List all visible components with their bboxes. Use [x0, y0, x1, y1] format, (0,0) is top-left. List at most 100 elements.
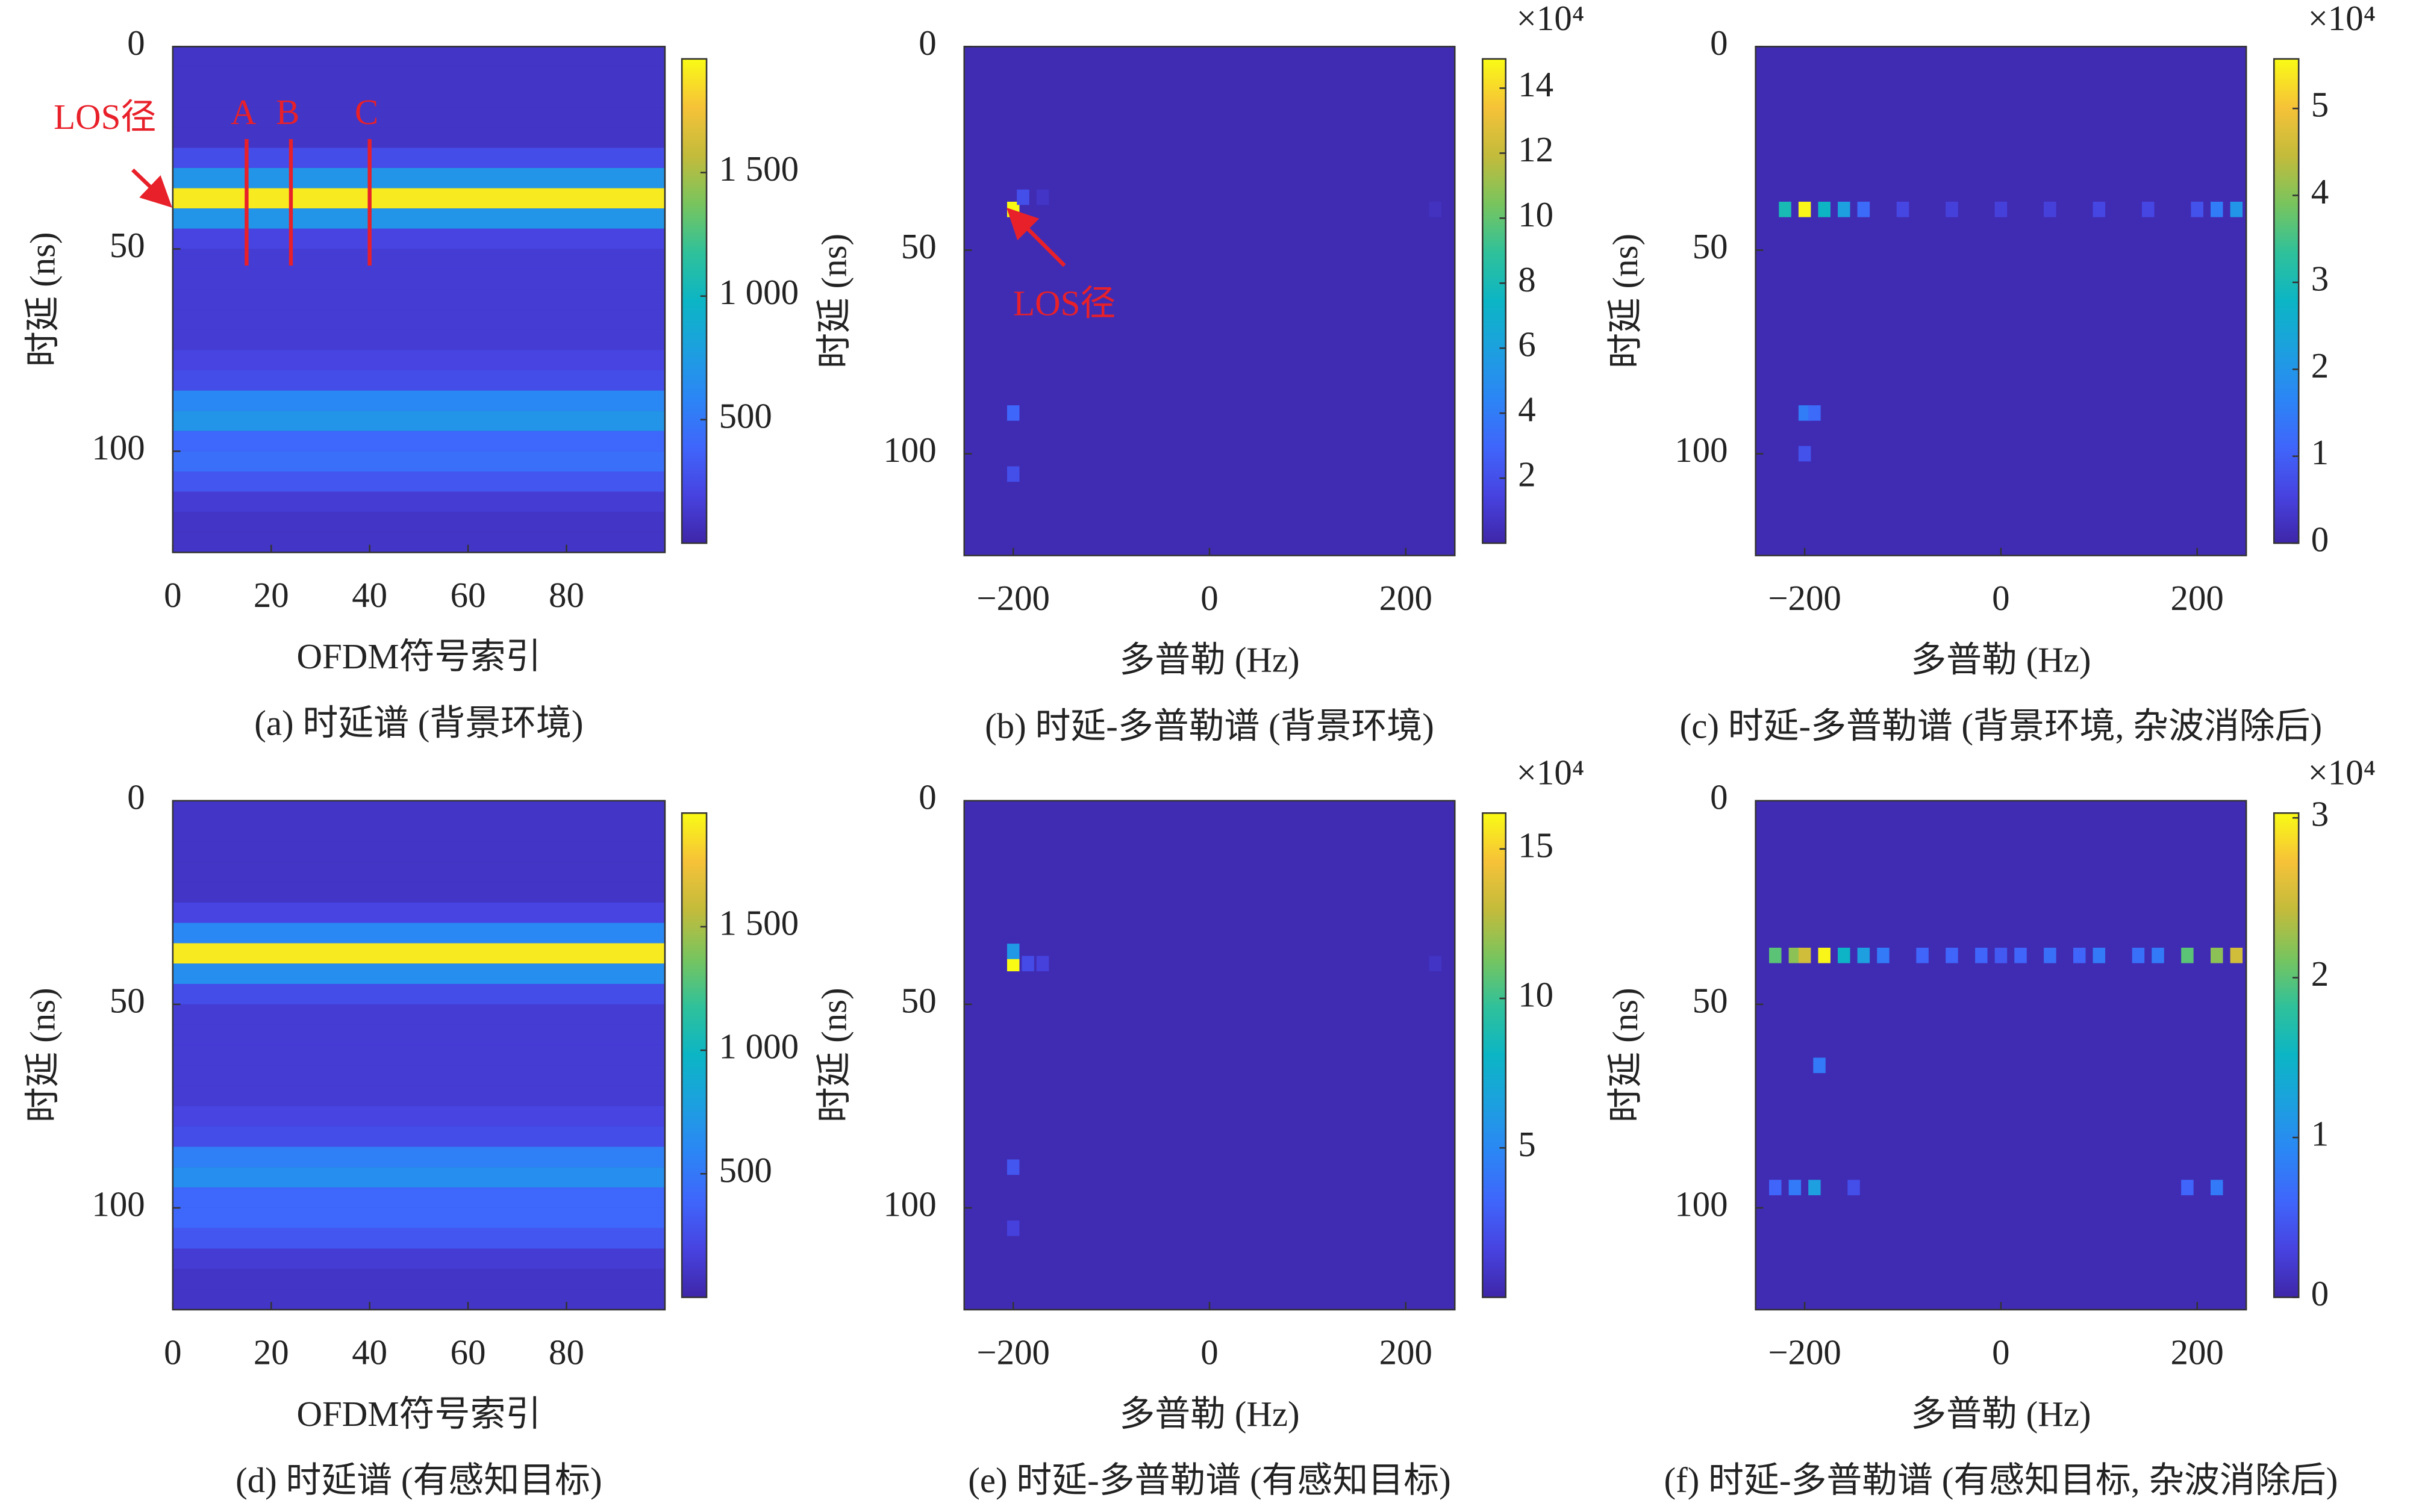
heat-cell — [2181, 947, 2194, 963]
heat-band — [172, 1248, 665, 1269]
heat-band — [172, 984, 665, 1004]
annotation: LOS径 — [1013, 284, 1116, 323]
heat-cell — [2044, 201, 2056, 217]
heat-band — [172, 431, 665, 452]
x-tick-label: −200 — [1768, 579, 1841, 618]
heat-cell — [1838, 201, 1850, 217]
heat-band — [172, 862, 665, 883]
heat-cell — [2093, 201, 2106, 217]
plot-area — [172, 800, 665, 1310]
colorbar-tick-label: 1 500 — [719, 904, 799, 943]
heat-band — [172, 841, 665, 862]
colorbar-tick-label: 4 — [2311, 172, 2329, 211]
heat-band — [172, 1024, 665, 1045]
y-axis-label: 时延 (ns) — [814, 234, 854, 369]
y-tick-label: 50 — [901, 227, 937, 266]
colorbar-tick-label: 0 — [2311, 1274, 2329, 1313]
heat-cell — [1036, 956, 1049, 972]
colorbar-multiplier: ×10⁴ — [2308, 0, 2376, 38]
plot-area — [1779, 201, 2243, 462]
heat-cell — [1007, 405, 1020, 421]
heat-band — [172, 289, 665, 310]
colorbar-tick-label: 500 — [719, 396, 772, 435]
x-tick-label: 60 — [451, 576, 486, 615]
heat-cell — [1798, 947, 1811, 963]
heat-cell — [1808, 1180, 1821, 1195]
marker-label: A — [231, 93, 257, 132]
colorbar-tick-label: 12 — [1518, 130, 1553, 169]
heat-cell — [2191, 201, 2203, 217]
colorbar — [1482, 58, 1507, 544]
colorbar-tick-label: 1 500 — [719, 149, 799, 188]
heat-cell — [1798, 405, 1811, 421]
heat-band — [172, 1187, 665, 1208]
heat-cell — [1798, 201, 1811, 217]
y-axis-label: 时延 (ns) — [814, 988, 854, 1122]
colorbar-multiplier: ×10⁴ — [2308, 753, 2376, 792]
heat-band — [172, 370, 665, 391]
heat-cell — [1818, 947, 1831, 963]
panel: −200 0 200 0 50 100 多普勒 (Hz) 时延 (ns) (f) 时延-多普勒谱… — [1606, 753, 2376, 1500]
colorbar — [2273, 58, 2300, 544]
heat-band — [172, 188, 665, 209]
heat-cell — [1798, 446, 1811, 462]
panel: −200 0 200 0 50 100 多普勒 (Hz) 时延 (ns) (e) 时延-多普勒谱… — [814, 753, 1584, 1500]
heat-cell — [1808, 405, 1821, 421]
y-tick-label: 0 — [1710, 777, 1728, 817]
x-axis-label: 多普勒 (Hz) — [1911, 640, 2091, 679]
heat-cell — [2211, 1180, 2223, 1195]
heat-cell — [1429, 201, 1441, 217]
colorbar-tick-label: 500 — [719, 1151, 772, 1190]
colorbar-multiplier: ×10⁴ — [1517, 753, 1585, 792]
y-tick-label: 50 — [901, 981, 937, 1020]
colorbar — [2273, 812, 2300, 1298]
x-tick-label: 0 — [1200, 1333, 1218, 1372]
x-tick-label: 0 — [1992, 1333, 2009, 1372]
heat-band — [172, 1207, 665, 1228]
y-tick-label: 100 — [1675, 1184, 1728, 1224]
heat-band — [172, 269, 665, 290]
plot-area — [1007, 944, 1441, 1236]
heat-band — [172, 922, 665, 944]
heat-band — [172, 491, 665, 512]
heat-band — [172, 249, 665, 269]
y-axis-label: 时延 (ns) — [23, 232, 62, 367]
panel: −200 0 200 0 50 100 多普勒 (Hz) 时延 (ns) (b) 时延-多普勒谱… — [814, 0, 1584, 745]
x-tick-label: 0 — [1992, 579, 2009, 618]
heat-cell — [1813, 1057, 1826, 1074]
heat-cell — [1779, 201, 1791, 217]
heat-cell — [1007, 944, 1020, 959]
y-tick-label: 50 — [1693, 227, 1728, 266]
heat-band — [172, 310, 665, 330]
colorbar-tick-label: 6 — [1518, 325, 1535, 364]
colorbar-tick-label: 1 000 — [719, 273, 799, 312]
heat-band — [172, 1146, 665, 1168]
x-tick-label: −200 — [976, 579, 1050, 618]
heat-band — [172, 1126, 665, 1147]
caption: (c) 时延-多普勒谱 (背景环境, 杂波消除后) — [1680, 706, 2322, 745]
heat-cell — [2211, 947, 2223, 963]
x-axis-label: OFDM符号索引 — [296, 1395, 541, 1434]
colorbar-tick-label: 5 — [2311, 86, 2329, 125]
heat-band — [172, 821, 665, 842]
colorbar-tick-label: 8 — [1518, 260, 1535, 299]
heat-band — [172, 882, 665, 903]
heat-cell — [1007, 1220, 1020, 1236]
colorbar-tick-label: 10 — [1518, 195, 1553, 234]
plot-area — [1769, 947, 2243, 1195]
colorbar-tick-label: 14 — [1518, 65, 1553, 104]
x-axis-label: 多普勒 (Hz) — [1119, 1395, 1299, 1434]
x-tick-label: 200 — [2171, 579, 2224, 618]
heat-band — [172, 167, 665, 188]
heat-cell — [1896, 201, 1909, 217]
heat-band — [172, 1065, 665, 1086]
heat-cell — [2230, 947, 2243, 963]
heat-band — [172, 943, 665, 964]
y-axis-label: 时延 (ns) — [1606, 234, 1645, 369]
colorbar-tick-label: 4 — [1518, 390, 1535, 429]
x-tick-label: −200 — [976, 1333, 1050, 1372]
heat-cell — [1007, 956, 1020, 972]
heat-cell — [1847, 1180, 1860, 1195]
annotation-arrow — [1007, 207, 1066, 267]
colorbar — [681, 812, 708, 1298]
